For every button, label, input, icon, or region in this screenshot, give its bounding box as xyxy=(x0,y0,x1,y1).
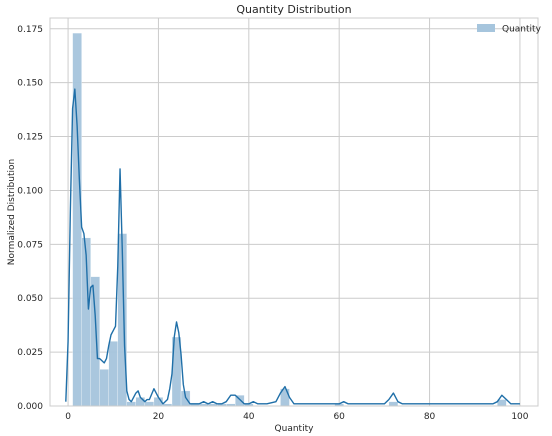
histogram-bar xyxy=(108,341,118,407)
kde-curve-group xyxy=(65,88,520,405)
x-tick-label: 20 xyxy=(153,412,165,422)
y-tick-label: 0.050 xyxy=(17,294,43,304)
y-tick-labels: 0.000 0.025 0.050 0.075 0.100 0.125 0.150 0.175 xyxy=(17,25,43,412)
x-axis-label: Quantity xyxy=(275,424,315,434)
x-tick-label: 100 xyxy=(511,412,528,422)
x-tick-label: 80 xyxy=(424,412,436,422)
y-tick-label: 0.000 xyxy=(17,402,43,412)
histogram-bar xyxy=(99,369,109,407)
y-tick-label: 0.150 xyxy=(17,79,43,89)
y-tick-label: 0.100 xyxy=(17,186,43,196)
y-tick-label: 0.075 xyxy=(17,240,43,250)
legend-swatch-quantity xyxy=(477,24,495,32)
y-tick-label: 0.025 xyxy=(17,348,43,358)
legend-label-quantity: Quantity xyxy=(502,25,542,35)
x-tick-label: 60 xyxy=(333,412,345,422)
histogram-bar xyxy=(388,401,399,407)
histogram-bar xyxy=(144,401,155,407)
grid xyxy=(50,18,538,407)
histogram-bars xyxy=(72,32,507,407)
histogram-bar xyxy=(90,276,100,407)
histogram-bar xyxy=(135,397,146,407)
y-tick-label: 0.125 xyxy=(17,133,43,143)
legend: Quantity xyxy=(477,24,542,35)
histogram-bar xyxy=(72,32,82,407)
x-tick-label: 40 xyxy=(243,412,255,422)
kde-curve xyxy=(65,88,520,405)
y-axis-label: Normalized Distribution xyxy=(7,159,17,265)
chart-title: Quantity Distribution xyxy=(236,3,351,16)
plot-frame xyxy=(49,17,539,407)
y-tick-label: 0.175 xyxy=(17,25,43,35)
x-tick-label: 0 xyxy=(65,412,71,422)
x-tick-labels: 0 20 40 60 80 100 xyxy=(65,412,529,422)
